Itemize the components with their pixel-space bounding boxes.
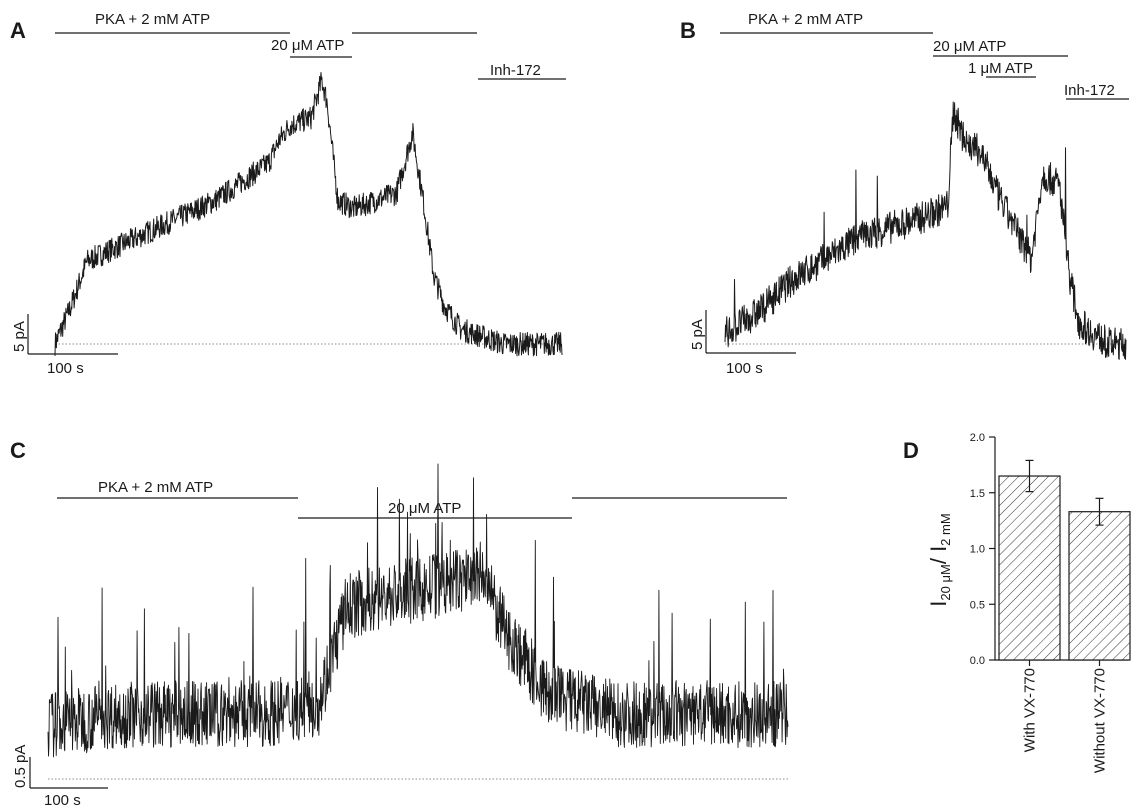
panel-c-trace: [47, 463, 789, 758]
panel-d-bar: [998, 475, 1061, 661]
panel-d-y-tick-label: 0.5: [970, 599, 985, 611]
panel-a-scalebar-y-label: 5 pA: [11, 321, 28, 352]
panel-d-label: D: [903, 438, 919, 463]
panel-b-trace: [724, 101, 1127, 360]
panel-c-scalebar-x-label: 100 s: [44, 792, 81, 808]
panel-a-scalebar-x-label: 100 s: [47, 360, 84, 377]
panel-d-category-label: With VX-770: [1022, 668, 1039, 752]
panel-d-y-tick-label: 1.5: [970, 488, 985, 500]
panel-b-label: B: [680, 18, 696, 43]
panel-b-annotation-pka: PKA + 2 mM ATP: [748, 11, 863, 28]
panel-d: D I20 μM/ I2 mM 0.0 0.5 1.0 1.5 2.0 With VX-…: [903, 432, 1131, 773]
panel-d-ylabel-sep: / I: [926, 546, 951, 564]
panel-d-bar: [1068, 511, 1131, 661]
panel-d-ylabel-sub2: 2 mM: [938, 513, 953, 546]
panel-d-y-ticks: 0.0 0.5 1.0 1.5 2.0: [970, 432, 995, 667]
panel-d-y-tick-label: 0.0: [970, 655, 985, 667]
panel-d-bars: With VX-770 Without VX-770: [998, 459, 1131, 773]
panel-d-ylabel-main: I: [926, 601, 951, 607]
panel-b-annotation-inh: Inh-172: [1064, 82, 1115, 99]
panel-d-category-label: Without VX-770: [1092, 668, 1109, 773]
panel-a: A PKA + 2 mM ATP 20 μM ATP Inh-172 5 pA …: [10, 11, 566, 377]
panel-b-annotation-20um: 20 μM ATP: [933, 38, 1006, 55]
panel-a-annotation-20um: 20 μM ATP: [271, 37, 344, 54]
panel-a-trace: [54, 72, 563, 357]
panel-a-annotation-pka: PKA + 2 mM ATP: [95, 11, 210, 28]
panel-c-annotation-20um: 20 μM ATP: [388, 500, 461, 517]
panel-c-label: C: [10, 438, 26, 463]
panel-a-annotation-inh: Inh-172: [490, 62, 541, 79]
panel-d-y-axis-label: I20 μM/ I2 mM: [926, 513, 953, 606]
panel-b: B PKA + 2 mM ATP 20 μM ATP 1 μM ATP Inh-…: [680, 11, 1129, 377]
panel-d-ylabel-sub1: 20 μM: [938, 564, 953, 600]
panel-b-scalebar-y-label: 5 pA: [689, 319, 706, 350]
panel-c-annotation-pka: PKA + 2 mM ATP: [98, 479, 213, 496]
panel-d-y-tick-label: 2.0: [970, 432, 985, 444]
panel-c-scalebar-y-label: 0.5 pA: [12, 745, 29, 788]
panel-d-y-tick-label: 1.0: [970, 544, 985, 556]
panel-b-annotation-1um: 1 μM ATP: [968, 60, 1033, 77]
panel-c: C PKA + 2 mM ATP 20 μM ATP 0.5 pA 100 s: [10, 438, 789, 808]
panel-b-scalebar-x-label: 100 s: [726, 360, 763, 377]
panel-a-label: A: [10, 18, 26, 43]
